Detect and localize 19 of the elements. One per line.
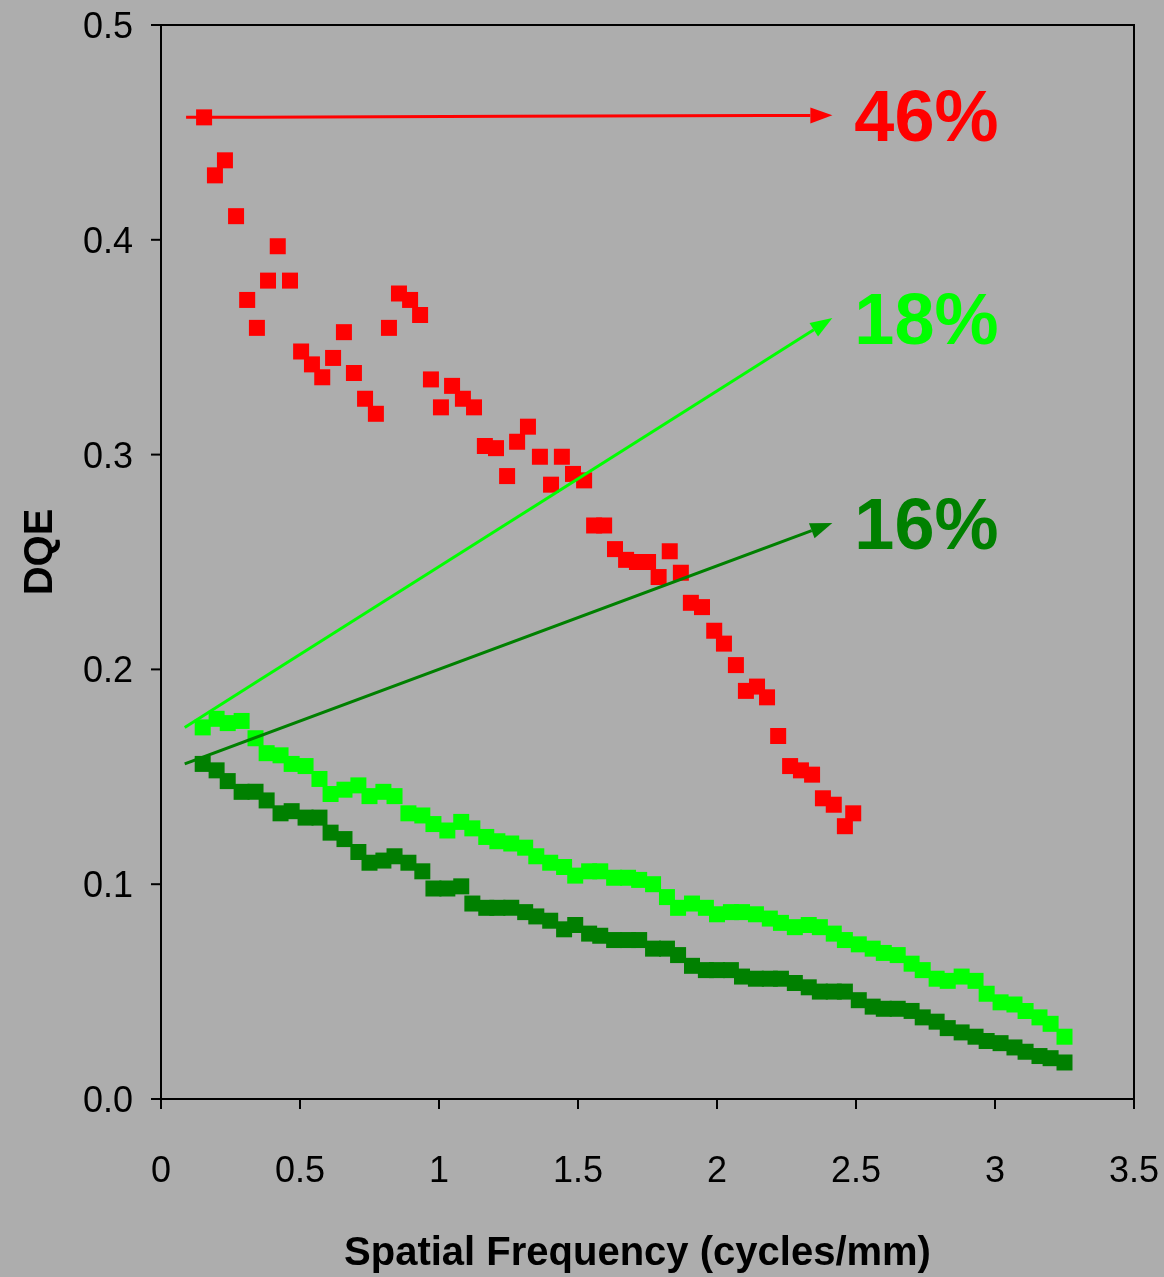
annotation: 16% [854, 483, 999, 564]
annotation: 18% [854, 278, 999, 359]
x-tick-label: 0 [150, 1149, 172, 1190]
x-tick-label: 2.5 [830, 1149, 882, 1190]
y-axis-title: DQE [16, 508, 60, 596]
y-tick-label: 0.4 [82, 219, 133, 261]
annotation: 46% [854, 76, 999, 157]
x-tick-label: 1 [428, 1149, 450, 1190]
y-tick-label: 0.1 [82, 864, 133, 906]
x-axis-title: Spatial Frequency (cycles/mm) [344, 1229, 931, 1273]
x-tick-label: 1.5 [552, 1149, 604, 1190]
y-tick-label: 0.0 [82, 1078, 133, 1120]
x-tick-label: 3 [984, 1149, 1006, 1190]
x-tick-label: 0.5 [274, 1149, 326, 1190]
y-tick-label: 0.5 [82, 4, 133, 46]
x-tick-label: 3.5 [1108, 1149, 1160, 1190]
x-tick-label: 2 [706, 1149, 728, 1190]
y-tick-label: 0.2 [82, 649, 133, 691]
y-tick-label: 0.3 [82, 434, 133, 476]
